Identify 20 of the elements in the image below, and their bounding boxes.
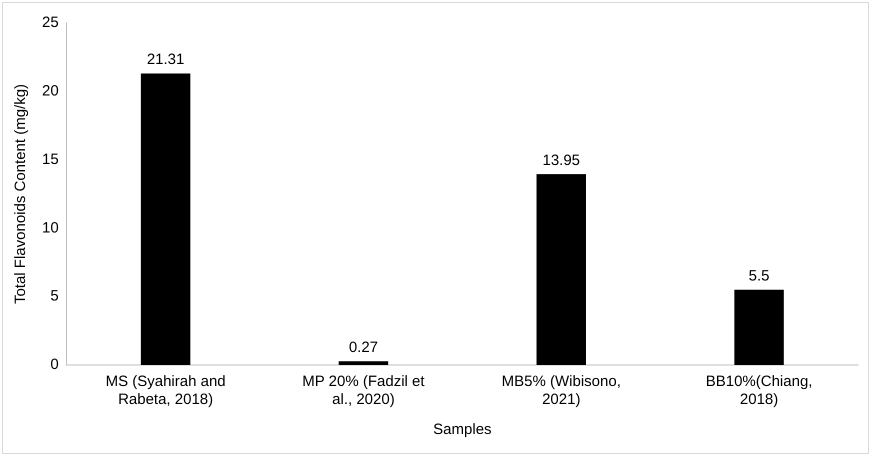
y-tick-label: 10 [42,219,59,236]
y-tick-label: 25 [42,14,59,32]
x-tick-label: MS (Syahirah and Rabeta, 2018) [106,373,226,408]
bar [140,73,190,365]
y-axis-title: Total Flavonoids Content (mg/kg) [12,84,30,304]
x-tick-label: MP 20% (Fadzil et al., 2020) [302,373,426,408]
y-tick-label: 20 [42,82,59,100]
data-label: 0.27 [348,338,378,356]
x-axis-title: Samples [433,421,492,438]
y-tick-label: 0 [50,356,59,374]
x-tick-label: MB5% (Wibisono, 2021) [502,373,621,408]
data-label: 5.5 [748,267,770,284]
x-tick-label: BB10%(Chiang, 2018) [706,373,812,408]
y-tick-label: 15 [42,150,59,168]
bar [338,361,388,365]
data-label: 21.31 [146,51,184,68]
y-tick-label: 5 [50,288,59,305]
data-label: 13.95 [542,152,580,169]
bar [536,174,586,365]
bar [734,290,784,365]
